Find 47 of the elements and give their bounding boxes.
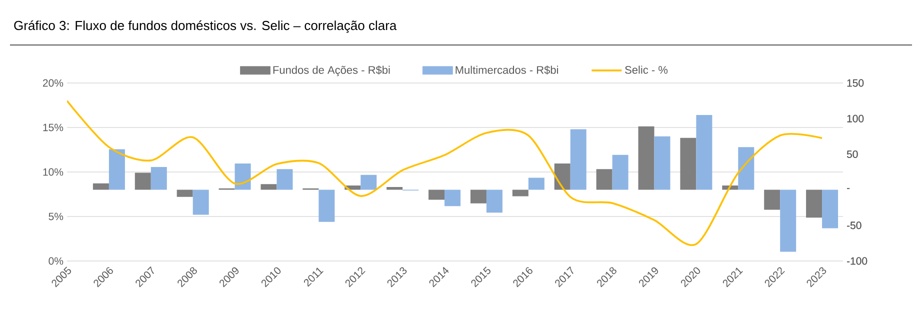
bar	[108, 149, 125, 190]
bar	[428, 190, 445, 200]
y2-tick-label: -	[847, 188, 850, 190]
legend-label: Fundos de Ações - R$bi	[273, 66, 390, 76]
bar	[486, 190, 502, 213]
bar	[596, 169, 612, 190]
y-tick-label: 5%	[48, 212, 64, 220]
bar	[234, 163, 251, 190]
y2-tick-label: 50	[846, 150, 858, 158]
y-tick-label: 0%	[48, 257, 64, 265]
bar	[806, 190, 822, 218]
bar	[654, 136, 670, 190]
bar	[150, 167, 167, 190]
bar	[528, 178, 544, 190]
bar	[470, 190, 486, 204]
legend-label: Selic - %	[625, 66, 668, 74]
bar	[638, 126, 654, 190]
bar	[680, 138, 696, 190]
y-tick-label: 20%	[42, 79, 64, 87]
y2-tick-label: 150	[847, 79, 864, 87]
bar	[260, 184, 277, 190]
bar	[444, 190, 461, 206]
bar	[738, 147, 754, 190]
bar	[822, 190, 838, 228]
bar	[318, 190, 335, 222]
bar	[386, 186, 403, 190]
y-tick-label: 10%	[43, 168, 64, 176]
bar	[554, 163, 570, 190]
bar	[134, 172, 151, 190]
bar	[612, 154, 628, 190]
bar	[696, 115, 712, 190]
bar	[192, 190, 209, 215]
bar	[512, 190, 528, 196]
bar	[276, 169, 293, 190]
y2-tick-label: 100	[847, 114, 864, 122]
bar	[780, 190, 796, 252]
bar	[570, 129, 586, 190]
line-series	[67, 100, 823, 246]
bar	[360, 174, 377, 190]
y-tick-label: 15%	[43, 124, 64, 132]
y2-tick-label: -50	[847, 222, 862, 230]
bar	[764, 190, 780, 210]
bar	[92, 183, 109, 190]
bar	[176, 190, 193, 197]
y2-tick-label: -100	[847, 257, 868, 265]
chart-title: Gráfico 3: Fluxo de fundos domésticos vs. Selic – correlação clara	[14, 20, 397, 33]
legend-label: Multimercados - R$bi	[456, 66, 558, 75]
